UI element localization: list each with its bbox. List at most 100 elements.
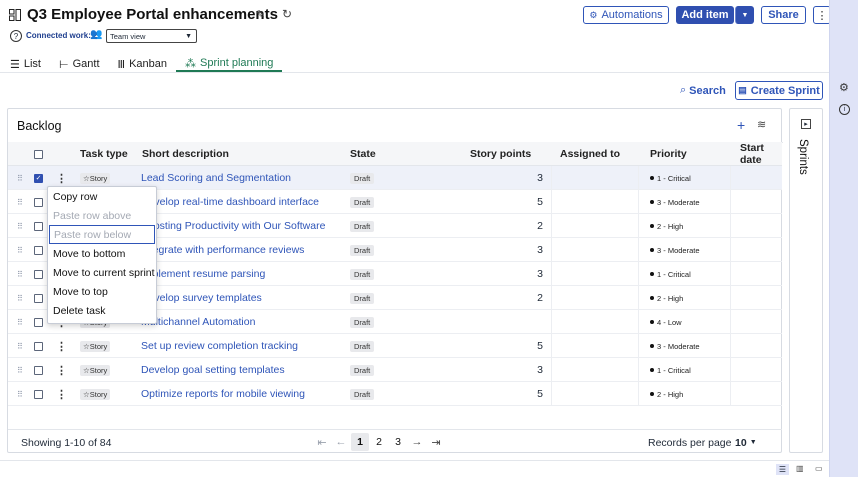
task-description-link[interactable]: Implement resume parsing — [141, 268, 266, 280]
menu-copy-row[interactable]: Copy row — [53, 190, 98, 203]
story-points-value — [470, 310, 543, 334]
menu-paste-row-above[interactable]: Paste row above — [53, 209, 132, 222]
last-page-icon[interactable]: ⇥ — [431, 436, 441, 449]
refresh-icon[interactable]: ↻ — [282, 7, 293, 21]
expand-panel-icon[interactable]: ▸ — [801, 119, 811, 129]
next-page-icon[interactable]: → — [411, 436, 423, 448]
create-sprint-button[interactable]: ▤ Create Sprint — [735, 81, 823, 100]
search-button[interactable]: ⌕ Search — [680, 84, 726, 97]
drag-handle-icon[interactable]: ⠿ — [17, 269, 23, 279]
row-checkbox[interactable] — [34, 341, 43, 351]
story-points-value: 2 — [537, 292, 543, 304]
task-description-link[interactable]: Develop survey templates — [141, 292, 262, 304]
add-icon[interactable]: + — [737, 117, 746, 133]
col-task-type[interactable]: Task type — [80, 148, 128, 160]
prev-page-icon[interactable]: ← — [335, 436, 347, 448]
col-state[interactable]: State — [350, 148, 376, 160]
col-short-description[interactable]: Short description — [142, 148, 229, 160]
settings-icon[interactable]: ⚙ — [839, 82, 849, 94]
col-assigned-to[interactable]: Assigned to — [560, 148, 621, 160]
task-description-link[interactable]: Lead Scoring and Segmentation — [141, 172, 292, 184]
state-badge: Draft — [350, 316, 375, 328]
row-checkbox[interactable] — [34, 197, 43, 207]
row-checkbox[interactable] — [34, 269, 43, 279]
menu-move-to-top[interactable]: Move to top — [53, 285, 108, 298]
records-per-page-label: Records per page — [648, 437, 732, 449]
drag-handle-icon[interactable]: ⠿ — [17, 197, 23, 207]
story-points-value: 3 — [537, 172, 543, 184]
task-description-link[interactable]: Boosting Productivity with Our Software — [141, 220, 326, 232]
automations-button[interactable]: ⚙ Automations — [583, 6, 669, 24]
row-actions-icon[interactable]: ⋮ — [56, 172, 67, 185]
add-item-button[interactable]: Add item — [676, 6, 734, 24]
row-actions-icon[interactable]: ⋮ — [56, 340, 67, 353]
page-3[interactable]: 3 — [395, 436, 401, 448]
col-start-date[interactable]: Start date — [740, 142, 764, 166]
column-divider — [638, 286, 639, 310]
records-per-page-select[interactable]: 10 ▼ — [735, 437, 757, 449]
row-checkbox[interactable] — [34, 389, 43, 399]
tab-kanban[interactable]: Ⅲ Kanban — [117, 58, 168, 71]
row-checkbox[interactable] — [34, 221, 43, 231]
add-item-dropdown[interactable]: ▼ — [735, 6, 754, 24]
split-view-icon[interactable]: ▥ — [796, 464, 804, 473]
menu-move-to-current-sprint[interactable]: Move to current sprint — [53, 266, 155, 279]
drag-handle-icon[interactable]: ⠿ — [17, 173, 23, 183]
state-badge: Draft — [350, 268, 375, 280]
task-description-link[interactable]: Set up review completion tracking — [141, 340, 298, 352]
panel-view-icon[interactable]: ▭ — [815, 464, 823, 473]
menu-delete-task[interactable]: Delete task — [53, 304, 106, 317]
row-actions-icon[interactable]: ⋮ — [56, 364, 67, 377]
row-checkbox[interactable] — [34, 293, 43, 303]
drag-handle-icon[interactable]: ⠿ — [17, 293, 23, 303]
table-row[interactable]: ⠿ ⋮ ☆Story Develop goal setting templates Dr… — [8, 358, 782, 382]
col-story-points[interactable]: Story points — [470, 148, 532, 160]
state-badge: Draft — [350, 292, 375, 304]
first-page-icon[interactable]: ⇤ — [317, 436, 327, 449]
task-description-link[interactable]: Develop real-time dashboard interface — [141, 196, 320, 208]
drag-handle-icon[interactable]: ⠿ — [17, 341, 23, 351]
story-points-value: 2 — [537, 220, 543, 232]
table-row[interactable]: ⠿ ⋮ ☆Story Set up review completion trackin… — [8, 334, 782, 358]
drag-handle-icon[interactable]: ⠿ — [17, 317, 23, 327]
connected-work-label[interactable]: Connected work: 2 — [26, 31, 98, 40]
view-select[interactable]: Team view ▼ — [106, 29, 197, 43]
backlog-panel: Backlog + ≋ Task type Short description … — [7, 108, 783, 453]
task-description-link[interactable]: Optimize reports for mobile viewing — [141, 388, 305, 400]
row-checkbox[interactable] — [34, 365, 43, 375]
filter-settings-icon[interactable]: ≋ — [757, 119, 767, 131]
priority-dot-icon — [650, 272, 654, 276]
column-divider — [551, 358, 552, 382]
drag-handle-icon[interactable]: ⠿ — [17, 365, 23, 375]
col-priority[interactable]: Priority — [650, 148, 687, 160]
column-divider — [551, 310, 552, 334]
menu-paste-row-below[interactable]: Paste row below — [49, 225, 155, 244]
page-1[interactable]: 1 — [351, 433, 369, 451]
select-all-checkbox[interactable] — [34, 149, 43, 159]
page-2[interactable]: 2 — [376, 436, 382, 448]
task-description-link[interactable]: Integrate with performance reviews — [141, 244, 305, 256]
task-description-link[interactable]: Multichannel Automation — [141, 316, 256, 328]
row-actions-icon[interactable]: ⋮ — [56, 388, 67, 401]
row-checkbox[interactable] — [34, 245, 43, 255]
menu-move-to-bottom[interactable]: Move to bottom — [53, 247, 126, 260]
drag-handle-icon[interactable]: ⠿ — [17, 389, 23, 399]
compact-view-icon[interactable]: ☰ — [776, 464, 789, 475]
share-button[interactable]: Share — [761, 6, 806, 24]
tab-sprint-planning[interactable]: ⁂ Sprint planning — [176, 56, 283, 72]
edit-title-icon[interactable]: ✎ — [256, 9, 266, 21]
tab-gantt[interactable]: ⊢ Gantt — [59, 58, 100, 71]
table-row[interactable]: ⠿ ⋮ ☆Story Optimize reports for mobile view… — [8, 382, 782, 406]
tab-list[interactable]: ☰ List — [10, 58, 41, 71]
caret-down-icon: ▼ — [749, 439, 757, 446]
drag-handle-icon[interactable]: ⠿ — [17, 245, 23, 255]
showing-count: Showing 1-10 of 84 — [21, 437, 112, 449]
drag-handle-icon[interactable]: ⠿ — [17, 221, 23, 231]
info-icon[interactable]: i — [839, 104, 850, 115]
task-description-link[interactable]: Develop goal setting templates — [141, 364, 285, 376]
sprints-title: Sprints — [797, 139, 809, 175]
help-icon[interactable]: ? — [10, 30, 22, 42]
row-checkbox[interactable] — [34, 317, 43, 327]
priority-value: 1 - Critical — [650, 174, 691, 183]
row-checkbox[interactable]: ✓ — [34, 173, 43, 183]
